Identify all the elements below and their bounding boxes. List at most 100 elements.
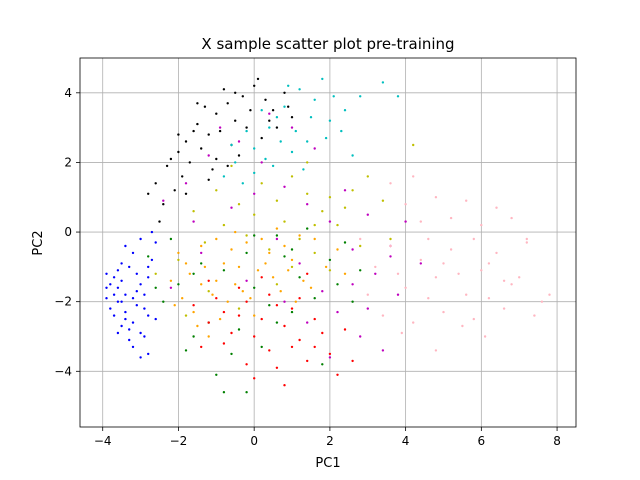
data-point: [434, 349, 438, 352]
data-point: [215, 157, 218, 161]
data-point: [340, 129, 343, 133]
data-point: [184, 182, 188, 185]
data-point: [351, 154, 354, 157]
data-point: [306, 321, 309, 324]
chart-title: X sample scatter plot pre-training: [201, 35, 454, 53]
data-point: [215, 279, 218, 282]
x-tick-label: 4: [402, 434, 410, 448]
series-0: [105, 230, 157, 359]
data-point: [120, 324, 123, 328]
y-tick-label: −2: [54, 295, 72, 309]
data-point: [396, 95, 400, 98]
data-point: [237, 328, 241, 331]
data-point: [192, 335, 195, 338]
data-point: [177, 150, 180, 154]
data-point: [275, 366, 279, 369]
data-point: [203, 241, 207, 244]
data-point: [328, 269, 332, 272]
data-point: [483, 335, 487, 338]
data-point: [275, 227, 279, 230]
data-point: [256, 77, 260, 81]
data-point: [359, 244, 362, 248]
data-point: [313, 98, 316, 102]
data-point: [260, 109, 263, 112]
data-point: [381, 314, 385, 317]
data-point: [264, 157, 267, 161]
data-point: [343, 109, 347, 112]
data-point: [230, 206, 233, 209]
data-point: [245, 241, 248, 244]
data-point: [290, 150, 294, 154]
data-point: [192, 272, 195, 275]
data-point: [131, 321, 135, 324]
data-point: [139, 283, 142, 286]
data-point: [200, 251, 203, 255]
data-point: [109, 283, 112, 286]
data-point: [359, 269, 362, 272]
data-point: [112, 293, 116, 296]
data-point: [290, 175, 294, 178]
data-point: [313, 237, 316, 241]
data-point: [230, 143, 233, 147]
data-point: [234, 230, 237, 234]
data-point: [306, 161, 309, 164]
data-point: [253, 377, 256, 380]
data-point: [222, 262, 226, 265]
data-point: [237, 203, 241, 206]
data-point: [321, 331, 324, 335]
data-point: [449, 216, 453, 220]
data-point: [487, 262, 491, 265]
data-point: [177, 283, 180, 286]
series-3: [162, 112, 422, 359]
data-point: [283, 244, 286, 248]
data-point: [237, 307, 241, 310]
data-point: [150, 230, 154, 234]
data-point: [351, 300, 354, 303]
data-point: [472, 237, 475, 241]
data-point: [200, 147, 203, 150]
data-point: [154, 272, 157, 275]
data-point: [184, 262, 188, 265]
data-point: [298, 338, 301, 342]
data-point: [249, 297, 252, 300]
data-point: [275, 237, 279, 241]
data-point: [332, 95, 335, 98]
x-tick-label: 8: [553, 434, 561, 448]
data-point: [548, 293, 551, 296]
scatter-points: [105, 77, 551, 394]
data-point: [290, 307, 294, 310]
data-point: [321, 363, 324, 366]
data-point: [533, 314, 536, 317]
data-point: [271, 276, 275, 279]
data-point: [181, 297, 184, 300]
data-point: [328, 220, 332, 223]
data-point: [200, 345, 203, 349]
data-point: [147, 276, 150, 279]
data-point: [336, 248, 339, 251]
data-point: [253, 286, 256, 289]
data-point: [298, 297, 301, 300]
data-point: [290, 248, 294, 251]
data-point: [396, 293, 400, 296]
data-point: [256, 269, 260, 272]
data-point: [404, 203, 407, 206]
data-point: [154, 182, 157, 185]
data-point: [351, 248, 354, 251]
data-point: [283, 300, 286, 303]
data-point: [313, 223, 316, 227]
data-point: [427, 237, 430, 241]
data-point: [465, 293, 468, 296]
data-point: [105, 272, 108, 275]
data-point: [275, 283, 279, 286]
data-point: [222, 310, 226, 314]
data-point: [200, 244, 203, 248]
data-point: [116, 331, 120, 335]
data-point: [290, 126, 294, 129]
data-point: [112, 314, 116, 317]
data-point: [253, 335, 256, 338]
data-point: [328, 356, 332, 359]
data-point: [419, 258, 422, 262]
data-point: [222, 342, 226, 345]
data-point: [116, 269, 120, 272]
data-point: [298, 262, 301, 265]
